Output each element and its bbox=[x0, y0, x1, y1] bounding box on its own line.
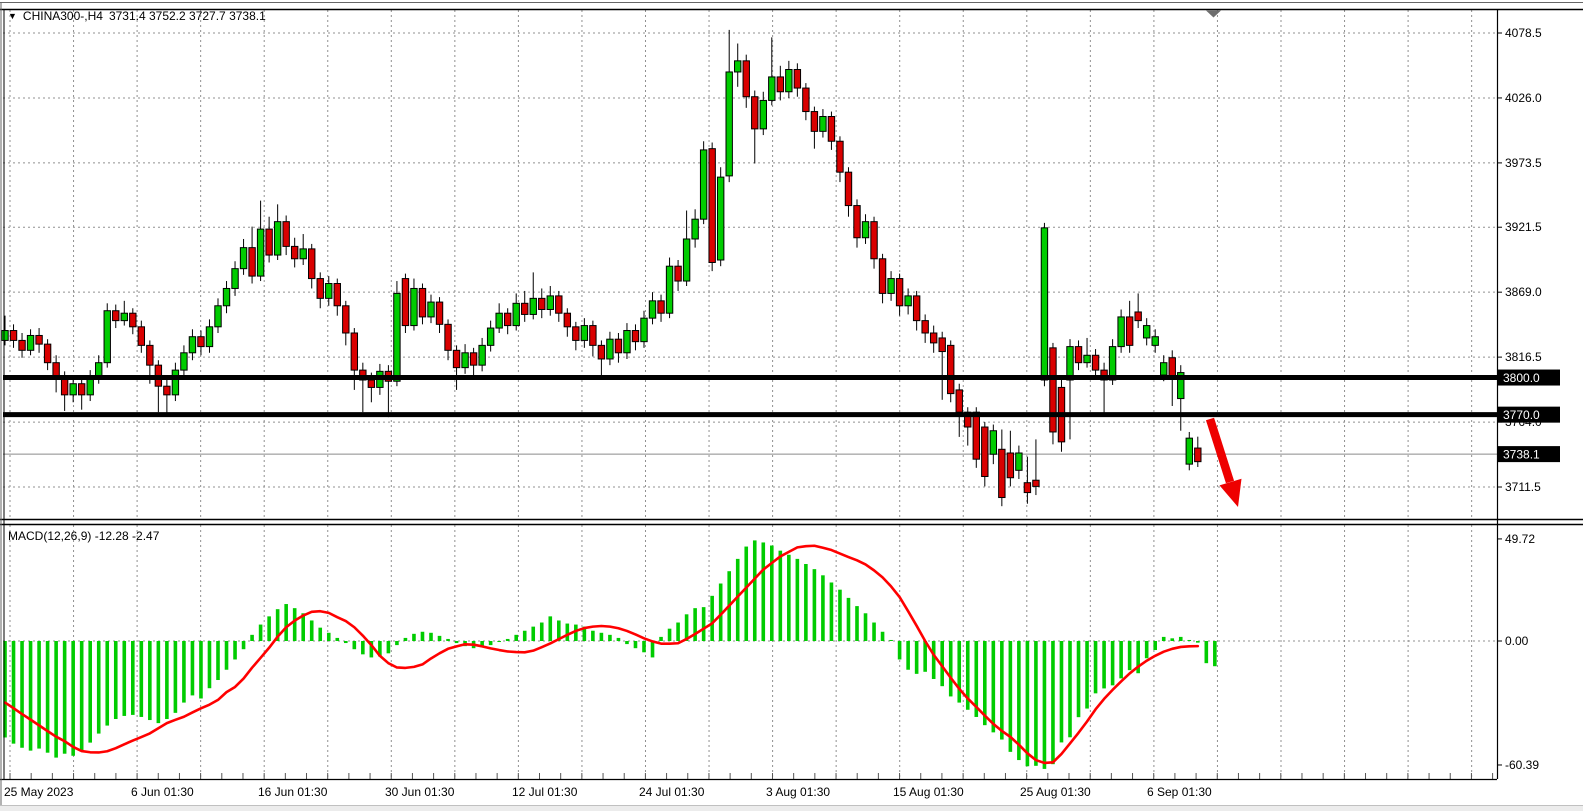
price-axis-label: 3921.5 bbox=[1505, 220, 1542, 234]
price-axis-label: 3973.5 bbox=[1505, 156, 1542, 170]
price-badge-text: 3770.0 bbox=[1503, 408, 1540, 422]
price-badge bbox=[1498, 406, 1560, 423]
time-axis-label: 3 Aug 01:30 bbox=[766, 785, 830, 799]
time-axis-label: 24 Jul 01:30 bbox=[639, 785, 705, 799]
arrow-head-icon bbox=[1219, 478, 1242, 507]
arrow-down-annotation[interactable] bbox=[1205, 417, 1242, 507]
time-axis-label: 12 Jul 01:30 bbox=[512, 785, 578, 799]
price-axis-label: 3869.0 bbox=[1505, 285, 1542, 299]
price-axis-label: 4026.0 bbox=[1505, 91, 1542, 105]
time-axis-label: 25 Aug 01:30 bbox=[1020, 785, 1091, 799]
window-bottom-strip bbox=[0, 806, 1583, 811]
time-axis-label: 15 Aug 01:30 bbox=[893, 785, 964, 799]
time-axis-label: 6 Jun 01:30 bbox=[131, 785, 194, 799]
symbol-dropdown-icon: ▼ bbox=[8, 11, 17, 21]
price-axis-label: 4078.5 bbox=[1505, 26, 1542, 40]
symbol-timeframe-label: CHINA300-,H4 bbox=[22, 9, 103, 23]
time-axis-label: 30 Jun 01:30 bbox=[385, 785, 455, 799]
price-axis-label: 3711.5 bbox=[1505, 480, 1541, 494]
time-minor-ticks bbox=[9, 773, 1494, 779]
macd-axis-label: 49.72 bbox=[1505, 532, 1535, 546]
price-axis-label: 3816.5 bbox=[1505, 350, 1542, 364]
price-badge-text: 3800.0 bbox=[1503, 371, 1540, 385]
price-badge-text: 3738.1 bbox=[1503, 448, 1540, 462]
indicator-label: MACD(12,26,9) -12.28 -2.47 bbox=[8, 529, 160, 543]
macd-histogram bbox=[3, 540, 1217, 769]
price-badges: 3800.0 3770.0 3738.1 bbox=[1498, 369, 1560, 463]
header-ohlc-values: 3731.4 3752.2 3727.7 3738.1 bbox=[108, 9, 266, 23]
price-badge bbox=[1498, 446, 1560, 463]
macd-signal-line bbox=[3, 544, 1200, 765]
time-axis-label: 16 Jun 01:30 bbox=[258, 785, 328, 799]
macd-axis[interactable]: 49.72 0.00 -60.39 bbox=[1497, 532, 1539, 772]
symbol-header: ▼ CHINA300-,H4 3731.4 3752.2 3727.7 3738… bbox=[8, 9, 266, 23]
arrow-shaft bbox=[1205, 417, 1235, 484]
time-axis-label: 6 Sep 01:30 bbox=[1147, 785, 1212, 799]
panel-separator bbox=[0, 520, 1583, 524]
macd-axis-label: -60.39 bbox=[1505, 758, 1539, 772]
time-axis-label: 25 May 2023 bbox=[4, 785, 74, 799]
price-badge bbox=[1498, 369, 1560, 386]
price-axis[interactable]: 4078.54026.03973.53921.53869.03816.53764… bbox=[1497, 26, 1542, 494]
horizontal-gridlines bbox=[3, 32, 1497, 488]
chart-shift-marker-icon[interactable] bbox=[1206, 10, 1221, 18]
macd-axis-label: 0.00 bbox=[1505, 634, 1529, 648]
time-axis[interactable]: 25 May 2023 6 Jun 01:30 16 Jun 01:30 30 Jun… bbox=[4, 785, 1212, 799]
